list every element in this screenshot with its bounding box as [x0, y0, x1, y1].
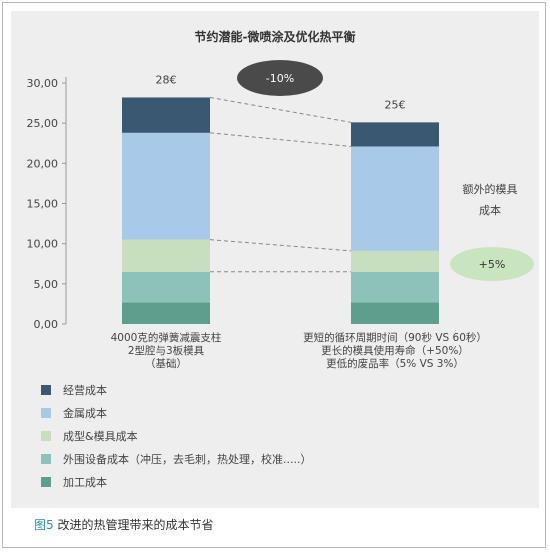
- y-tick-label: 5,00: [34, 278, 59, 291]
- figure-number: 图5: [34, 518, 54, 532]
- connector-metal: [209, 132, 352, 147]
- bar-segment-2: [351, 271, 439, 303]
- bar-segment-4: [122, 132, 210, 240]
- legend-swatch: [41, 408, 51, 418]
- x-category-label: 2型腔与3板模具: [128, 344, 205, 357]
- figure-frame: 节约潜能-微喷涂及优化热平衡 0,00 5,00 10,00 15,00 20,00 25,…: [2, 2, 546, 548]
- legend-swatch: [41, 477, 51, 487]
- chart-title: 节约潜能-微喷涂及优化热平衡: [195, 29, 356, 44]
- chart-panel: 节约潜能-微喷涂及优化热平衡 0,00 5,00 10,00 15,00 20,00 25,…: [11, 11, 539, 508]
- y-tick-label: 0,00: [34, 318, 59, 331]
- bar-segment-1: [351, 302, 439, 324]
- legend-swatch: [41, 454, 51, 464]
- saving-label: -10%: [266, 72, 294, 85]
- bar-total-label: 25€: [385, 98, 406, 111]
- extra-mold-cost-line: 成本: [479, 203, 501, 217]
- legend-label: 加工成本: [63, 475, 107, 489]
- increase-ellipse: [450, 247, 534, 281]
- bar-segment-3: [351, 250, 439, 272]
- saving-ellipse: [237, 60, 323, 96]
- x-category-label: 更低的废品率（5% VS 3%）: [326, 357, 464, 370]
- y-tick-label: 15,00: [27, 198, 59, 211]
- x-category-label: 更短的循环周期时间（90秒 VS 60秒）: [303, 331, 487, 344]
- figure-caption: 图5 改进的热管理带来的成本节省: [34, 516, 213, 533]
- extra-mold-cost-line: 额外的模具: [463, 182, 518, 196]
- y-tick-label: 10,00: [27, 238, 59, 251]
- y-tick-label: 25,00: [27, 117, 59, 130]
- caption-text: 改进的热管理带来的成本节省: [53, 518, 214, 532]
- bar-segment-5: [351, 122, 439, 147]
- chart: 节约潜能-微喷涂及优化热平衡 0,00 5,00 10,00 15,00 20,00 25,…: [27, 29, 534, 489]
- legend-label: 成型&模具成本: [63, 429, 138, 443]
- bar-segment-2: [122, 271, 210, 303]
- x-category-label: （基础）: [145, 357, 187, 370]
- increase-label: +5%: [479, 258, 506, 271]
- legend-swatch: [41, 385, 51, 395]
- connector-top: [209, 96, 352, 123]
- bar-segment-4: [351, 146, 439, 251]
- y-tick-label: 30,00: [27, 77, 59, 90]
- legend-swatch: [41, 431, 51, 441]
- bar-total-label: 28€: [156, 73, 177, 86]
- x-category-label: 4000克的弹簧减震支柱: [111, 331, 222, 344]
- bar-segment-1: [122, 302, 210, 324]
- bar-segment-3: [122, 239, 210, 272]
- x-category-label: 更长的模具使用寿命（+50%）: [321, 344, 469, 357]
- connector-molding: [209, 239, 352, 252]
- bar-segment-5: [122, 97, 210, 133]
- legend-label: 金属成本: [63, 406, 107, 420]
- y-tick-label: 20,00: [27, 157, 59, 170]
- legend-label: 外围设备成本（冲压，去毛刺，热处理，校准.....）: [63, 452, 311, 466]
- legend-label: 经营成本: [63, 383, 107, 397]
